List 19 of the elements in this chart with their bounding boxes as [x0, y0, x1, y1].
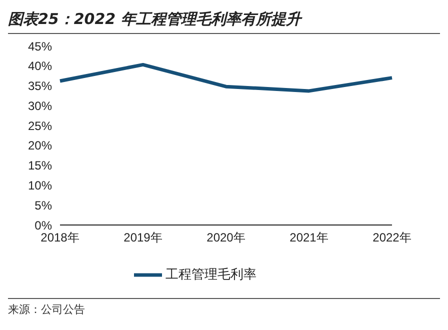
x-tick-label: 2022年	[372, 230, 412, 245]
x-tick-label: 2021年	[290, 230, 328, 245]
y-tick-label: 40%	[28, 59, 52, 74]
legend-label: 工程管理毛利率	[166, 266, 256, 282]
y-tick-label: 25%	[28, 118, 52, 133]
y-tick-label: 10%	[28, 178, 52, 192]
y-tick-label: 0%	[34, 218, 52, 232]
x-tick-label: 2020年	[206, 230, 246, 245]
y-tick-label: 45%	[28, 39, 52, 54]
y-tick-label: 15%	[28, 158, 52, 173]
y-tick-label: 20%	[28, 138, 52, 153]
source-note: 来源：公司公告	[8, 302, 86, 317]
chart-title: 图表25：2022 年工程管理毛利率有所提升	[8, 8, 440, 34]
x-tick-label: 2018年	[40, 230, 80, 245]
y-tick-label: 35%	[28, 79, 52, 94]
y-tick-label: 30%	[28, 98, 52, 113]
y-tick-label: 5%	[34, 198, 52, 212]
line-series	[58, 62, 394, 93]
x-tick-label: 2019年	[124, 230, 162, 245]
